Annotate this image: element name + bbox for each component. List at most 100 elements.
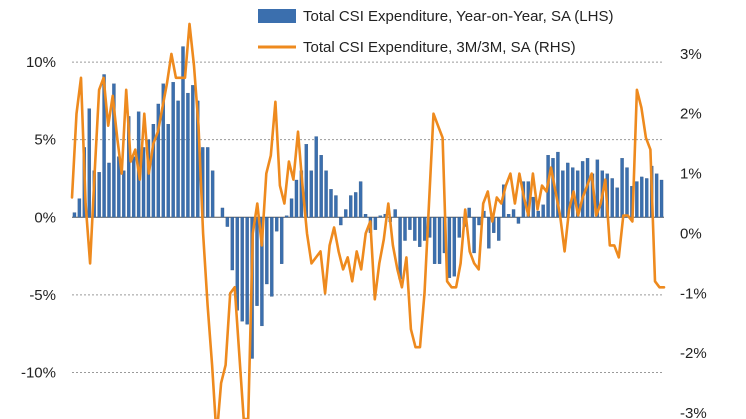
bar xyxy=(659,179,664,218)
left-tick-label: -10% xyxy=(21,364,56,381)
bar xyxy=(225,217,230,227)
bar xyxy=(378,215,383,218)
bar xyxy=(324,170,328,218)
legend: Total CSI Expenditure, Year-on-Year, SA … xyxy=(258,8,613,56)
bar xyxy=(270,217,274,297)
bar xyxy=(640,176,644,218)
right-tick-label: -3% xyxy=(680,405,707,419)
bar xyxy=(122,170,126,218)
bar xyxy=(151,123,156,218)
bar xyxy=(620,158,624,218)
bar xyxy=(279,217,284,264)
bar xyxy=(284,215,289,218)
bar xyxy=(156,103,161,218)
right-tick-label: -1% xyxy=(680,285,707,302)
bar xyxy=(255,217,259,306)
bar xyxy=(373,217,378,230)
right-tick-label: 3% xyxy=(680,46,702,63)
right-axis-ticks: 4% 3% 2% 1% 0% -1% -2% -3% xyxy=(680,0,707,419)
bar xyxy=(87,108,91,218)
bar xyxy=(289,198,294,218)
left-tick-label: 10% xyxy=(26,54,56,71)
legend-bar-label: Total CSI Expenditure, Year-on-Year, SA … xyxy=(303,8,613,25)
bar xyxy=(166,123,170,218)
bar xyxy=(561,170,565,218)
bar xyxy=(541,204,545,218)
bar xyxy=(511,209,516,218)
bar xyxy=(398,217,402,280)
bar xyxy=(329,189,333,218)
bar xyxy=(353,192,358,218)
bar xyxy=(275,217,279,232)
series-line xyxy=(70,22,666,419)
bar xyxy=(610,178,614,218)
bar xyxy=(245,217,249,325)
bar xyxy=(102,74,106,218)
bar xyxy=(408,217,412,230)
bar xyxy=(349,195,353,218)
right-tick-label: 1% xyxy=(680,166,702,183)
bar xyxy=(580,161,585,218)
bar xyxy=(654,173,659,218)
bar xyxy=(393,209,397,218)
bar xyxy=(220,207,225,218)
left-tick-label: 0% xyxy=(34,209,56,226)
bar xyxy=(516,217,521,224)
bar xyxy=(363,214,368,218)
bar xyxy=(536,210,540,218)
bar xyxy=(452,217,457,277)
bar xyxy=(358,181,363,218)
bar xyxy=(432,217,437,264)
bar xyxy=(344,209,348,218)
bar xyxy=(131,156,136,218)
bar xyxy=(556,151,560,218)
bar xyxy=(191,85,195,218)
three-month-line-series xyxy=(70,22,666,419)
bar xyxy=(230,217,235,271)
bar xyxy=(413,217,417,241)
bar xyxy=(403,217,407,241)
bar xyxy=(205,147,210,218)
bar xyxy=(260,217,264,327)
bar xyxy=(171,82,175,218)
bar xyxy=(645,178,649,218)
bar xyxy=(161,83,165,218)
bar xyxy=(457,217,461,238)
bar xyxy=(309,170,313,218)
bar xyxy=(575,170,580,218)
right-tick-label: 0% xyxy=(680,225,702,242)
bar xyxy=(146,139,151,218)
bar xyxy=(487,217,491,249)
bar xyxy=(437,217,442,264)
bar xyxy=(181,46,185,218)
bar xyxy=(240,217,244,322)
bar xyxy=(334,195,338,218)
bar xyxy=(77,198,82,218)
bar xyxy=(467,207,471,218)
gridlines xyxy=(72,61,664,373)
legend-line-label: Total CSI Expenditure, 3M/3M, SA (RHS) xyxy=(303,39,576,56)
bar xyxy=(447,217,452,278)
legend-bar-swatch xyxy=(258,9,296,23)
bar xyxy=(625,167,629,218)
bar xyxy=(265,217,269,285)
bar xyxy=(72,212,77,218)
bar xyxy=(112,83,116,218)
bar xyxy=(107,162,111,218)
right-tick-label: 4% xyxy=(680,0,702,3)
left-axis-ticks: 15%10%5%0%-5%-10% xyxy=(21,54,56,381)
bar xyxy=(176,100,180,218)
bar xyxy=(294,179,299,218)
bar xyxy=(186,92,190,218)
bar xyxy=(210,170,215,218)
bar xyxy=(615,187,619,218)
bar xyxy=(339,217,343,226)
bar xyxy=(472,217,476,254)
left-tick-label: -5% xyxy=(29,287,56,304)
right-tick-label: 2% xyxy=(680,106,702,123)
bar xyxy=(314,136,318,218)
bar xyxy=(418,217,422,247)
right-tick-label: -2% xyxy=(680,345,707,362)
bar xyxy=(423,217,427,241)
